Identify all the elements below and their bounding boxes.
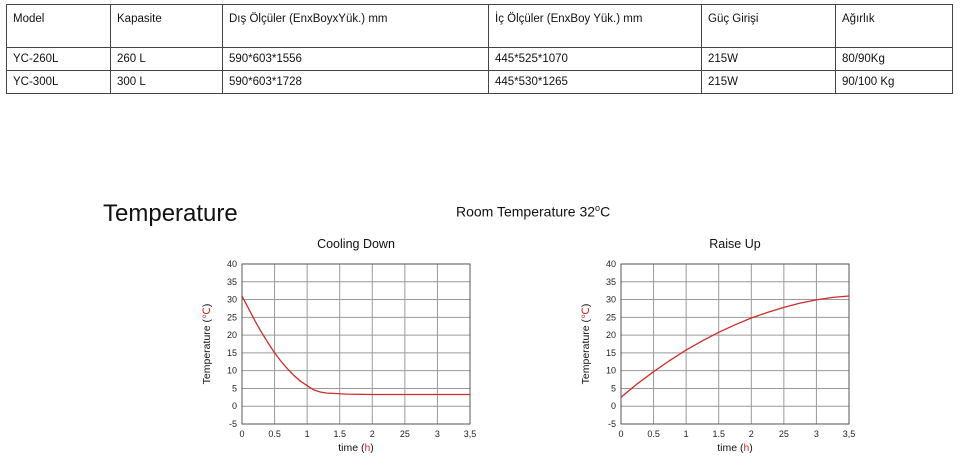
room-temperature-text: Room Temperature 32	[456, 203, 596, 220]
x-tick-label: 2	[749, 429, 754, 439]
header-cell-outer-dimensions: Dış Ölçüler (EnxBoyxYük.) mm	[222, 4, 489, 48]
x-tick-label: 1.5	[333, 429, 346, 439]
x-tick-label: 1	[684, 429, 689, 439]
y-tick-label: 40	[606, 259, 616, 269]
y-tick-label: 40	[227, 259, 237, 269]
table-cell: 300 L	[110, 70, 223, 94]
x-tick-label: 1.5	[712, 429, 725, 439]
x-tick-label: 2	[370, 429, 375, 439]
x-tick-label: 3,5	[464, 429, 477, 439]
table-cell: 215W	[701, 70, 836, 94]
y-tick-label: 30	[606, 295, 616, 305]
header-cell-inner-dimensions: İç Ölçüler (EnxBoy Yük.) mm	[488, 4, 702, 48]
y-axis-label: Temperature (℃)	[580, 304, 592, 385]
x-tick-label: 25	[779, 429, 789, 439]
section-title: Temperature	[103, 200, 238, 227]
table-row: YC-260L 260 L 590*603*1556 445*525*1070 …	[6, 47, 953, 71]
x-tick-label: 3	[814, 429, 819, 439]
series-line	[241, 295, 470, 396]
x-tick-label: 0.5	[647, 429, 660, 439]
x-axis-label: time (h)	[338, 442, 374, 454]
y-tick-label: 10	[606, 366, 616, 376]
y-tick-label: 5	[611, 383, 616, 393]
plot-frame	[620, 263, 850, 425]
y-tick-label: 35	[227, 277, 237, 287]
table-cell: 445*525*1070	[488, 47, 702, 71]
x-tick-label: 25	[400, 429, 410, 439]
spec-table-header-row: Model Kapasite Dış Ölçüler (EnxBoyxYük.)…	[6, 4, 953, 48]
table-cell: 260 L	[110, 47, 223, 71]
plot-frame	[241, 263, 471, 425]
room-temperature-label: Room Temperature 32oC	[456, 203, 610, 220]
y-tick-label: 5	[232, 383, 237, 393]
header-cell-power: Güç Girişi	[701, 4, 836, 48]
room-temperature-unit: C	[600, 203, 611, 220]
y-tick-label: 0	[232, 401, 237, 411]
table-cell: 80/90Kg	[835, 47, 953, 71]
y-tick-label: 10	[227, 366, 237, 376]
x-tick-label: 3	[435, 429, 440, 439]
x-axis-label: time (h)	[717, 442, 753, 454]
chart-title: Raise Up	[709, 237, 760, 251]
table-cell: 90/100 Kg	[835, 70, 953, 94]
x-tick-label: 3,5	[843, 429, 856, 439]
y-axis-label: Temperature (℃)	[201, 304, 213, 385]
y-tick-label: 15	[606, 348, 616, 358]
room-temperature-degree: o	[595, 203, 601, 213]
table-cell: 590*603*1728	[222, 70, 489, 94]
y-tick-label: 25	[227, 312, 237, 322]
chart-title: Cooling Down	[317, 237, 395, 251]
header-cell-model: Model	[6, 4, 111, 48]
x-tick-label: 0	[618, 429, 623, 439]
y-tick-label: 25	[606, 312, 616, 322]
table-cell: YC-260L	[6, 47, 111, 71]
x-tick-label: 0	[239, 429, 244, 439]
header-cell-weight: Ağırlık	[835, 4, 953, 48]
table-cell: 590*603*1556	[222, 47, 489, 71]
y-tick-label: 15	[227, 348, 237, 358]
y-tick-label: 30	[227, 295, 237, 305]
header-cell-capacity: Kapasite	[110, 4, 223, 48]
spec-table: Model Kapasite Dış Ölçüler (EnxBoyxYük.)…	[6, 4, 953, 94]
x-tick-label: 0.5	[268, 429, 281, 439]
table-cell: YC-300L	[6, 70, 111, 94]
y-tick-label: -5	[608, 419, 616, 429]
table-cell: 215W	[701, 47, 836, 71]
y-tick-label: 35	[606, 277, 616, 287]
x-tick-label: 1	[305, 429, 310, 439]
y-tick-label: 20	[227, 330, 237, 340]
table-cell: 445*530*1265	[488, 70, 702, 94]
series-line	[620, 295, 850, 398]
table-row: YC-300L 300 L 590*603*1728 445*530*1265 …	[6, 70, 953, 94]
y-tick-label: 0	[611, 401, 616, 411]
y-tick-label: 20	[606, 330, 616, 340]
y-tick-label: -5	[229, 419, 237, 429]
